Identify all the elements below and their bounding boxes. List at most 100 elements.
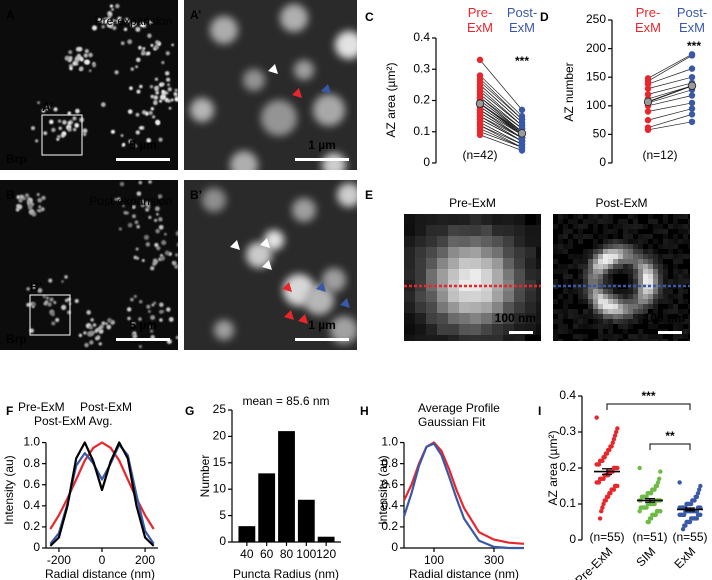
pixel <box>578 224 583 229</box>
data-point <box>688 516 694 521</box>
pixel <box>578 339 583 341</box>
pixel <box>525 313 536 324</box>
data-point <box>697 487 702 492</box>
pixel <box>593 254 598 259</box>
pixel <box>663 289 668 294</box>
category-label: SIM <box>633 544 658 569</box>
pixel <box>583 314 588 319</box>
significance: *** <box>687 39 701 53</box>
pixel <box>678 214 683 219</box>
pixel <box>613 224 618 229</box>
pixel <box>638 269 643 274</box>
pixel <box>598 269 603 274</box>
pixel <box>415 269 426 280</box>
pixel <box>578 229 583 234</box>
puncta <box>134 220 139 225</box>
pixel <box>673 219 678 224</box>
data-point <box>650 487 655 492</box>
pixel <box>593 264 598 269</box>
pixel <box>470 247 481 258</box>
pixel <box>668 254 673 259</box>
pixel <box>415 258 426 269</box>
y-tick-label: 0.3 <box>559 424 576 438</box>
puncta <box>176 242 178 247</box>
scale-bar <box>116 158 170 161</box>
pixel <box>553 299 558 304</box>
data-point <box>597 476 603 481</box>
pixel <box>683 329 688 334</box>
pixel <box>470 269 481 280</box>
pair-line <box>479 87 523 126</box>
pixel <box>638 234 643 239</box>
pixel <box>593 324 598 329</box>
pixel <box>678 319 683 324</box>
puncta <box>280 4 308 32</box>
puncta <box>166 307 171 312</box>
puncta <box>117 16 122 21</box>
pixel <box>573 264 578 269</box>
pixel <box>638 264 643 269</box>
pixel <box>633 314 638 319</box>
pixel <box>608 319 613 324</box>
pixel <box>437 258 448 269</box>
y-tick-label: 0.4 <box>23 498 40 512</box>
pixel <box>633 289 638 294</box>
pixel <box>503 214 514 225</box>
puncta <box>261 100 297 136</box>
data-point <box>644 116 652 124</box>
puncta <box>109 4 114 8</box>
pixel <box>643 299 648 304</box>
puncta <box>161 61 165 65</box>
pixel <box>648 314 653 319</box>
bar <box>317 536 335 542</box>
pixel <box>618 289 623 294</box>
pixel <box>638 239 643 244</box>
y-tick-label: 0 <box>391 540 398 554</box>
pixel <box>603 214 608 219</box>
puncta <box>139 126 143 130</box>
pixel <box>593 224 598 229</box>
puncta <box>75 108 80 114</box>
puncta <box>149 329 154 333</box>
pixel <box>558 329 563 334</box>
panel-letter: B <box>6 188 15 202</box>
puncta <box>156 245 161 251</box>
pair-line <box>479 97 523 129</box>
pixel <box>623 224 628 229</box>
pixel <box>588 219 593 224</box>
pixel <box>437 324 448 335</box>
pair-line <box>479 59 523 111</box>
pixel <box>628 294 633 299</box>
pixel <box>608 289 613 294</box>
puncta <box>150 315 156 321</box>
pixel <box>648 279 653 284</box>
puncta <box>164 71 170 76</box>
puncta <box>98 342 102 346</box>
pixel <box>573 279 578 284</box>
pixel <box>653 254 658 259</box>
pixel <box>613 339 618 341</box>
data-point <box>644 126 652 134</box>
y-tick-label: 0.1 <box>559 496 576 510</box>
y-tick-label: 150 <box>586 69 606 83</box>
image-title: Pre-ExM <box>449 196 496 210</box>
pair-line <box>479 109 523 136</box>
pixel <box>568 229 573 234</box>
pixel <box>492 324 503 335</box>
pixel <box>492 247 503 258</box>
pixel <box>653 339 658 341</box>
scale-bar-label: 5 µm <box>129 318 157 332</box>
panel-letter: H <box>360 404 369 418</box>
pixel <box>623 339 628 341</box>
pixel <box>536 324 541 335</box>
y-tick-label: 0.6 <box>23 477 40 491</box>
pixel <box>633 259 638 264</box>
pixel <box>583 299 588 304</box>
pixel <box>688 324 690 329</box>
puncta <box>67 121 72 126</box>
data-point <box>612 483 618 489</box>
puncta <box>140 203 145 208</box>
puncta <box>118 227 122 231</box>
data-point <box>637 465 642 471</box>
y-tick-label: 15 <box>213 455 227 469</box>
